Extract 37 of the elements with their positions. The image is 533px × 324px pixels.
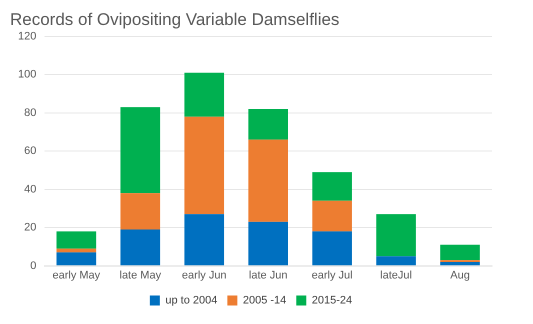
bar [376, 214, 416, 256]
y-tick-label: 100 [18, 68, 36, 81]
legend-label: 2015-24 [312, 294, 352, 307]
bar [184, 214, 224, 266]
y-tick-label: 80 [24, 106, 36, 119]
bar [120, 229, 160, 266]
bar [120, 193, 160, 230]
y-tick-label: 40 [24, 183, 36, 196]
x-tick-label: late Jun [248, 269, 288, 282]
bar [56, 248, 96, 252]
x-tick-label: early Jul [312, 269, 353, 282]
bar [56, 252, 96, 266]
bar [184, 116, 224, 214]
y-tick-label: 20 [24, 222, 36, 234]
bar [120, 107, 160, 194]
bar [312, 200, 352, 232]
x-tick-label: late May [119, 269, 162, 282]
bar [440, 262, 480, 266]
bar [376, 256, 416, 266]
bar [248, 222, 288, 266]
y-tick-label: 0 [30, 260, 36, 272]
x-tick-label: Aug [450, 269, 470, 282]
legend-label: up to 2004 [165, 294, 218, 307]
x-tick-label: lateJul [380, 269, 412, 282]
bar [56, 231, 96, 249]
bar [312, 172, 352, 201]
y-tick-label: 60 [24, 145, 36, 158]
x-tick-label: early Jun [182, 269, 227, 282]
y-tick-label: 120 [18, 30, 36, 42]
bar [184, 72, 224, 117]
chart-title: Records of Ovipositing Variable Damselflies [10, 10, 340, 29]
bar [248, 140, 288, 222]
bar [312, 231, 352, 266]
bar [248, 109, 288, 140]
x-tick-label: early May [52, 269, 101, 282]
legend-label: 2005 -14 [242, 294, 286, 307]
bar [440, 244, 480, 260]
